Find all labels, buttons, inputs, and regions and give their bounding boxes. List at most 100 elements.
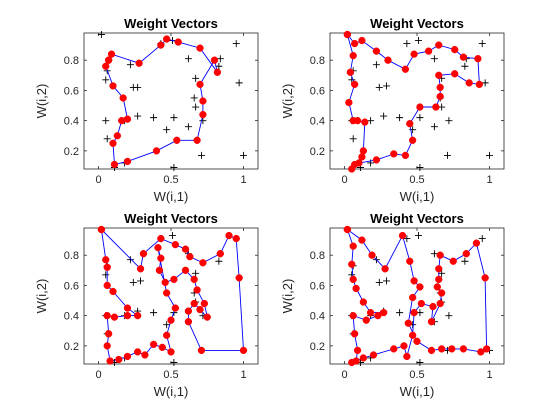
sample-point: [192, 74, 200, 82]
weight-node: [102, 256, 110, 264]
sample-point: [430, 55, 438, 63]
sample-point: [150, 309, 158, 317]
weight-node: [184, 318, 193, 326]
weight-node: [103, 281, 111, 290]
y-tick-label: 0.4: [310, 116, 325, 128]
weight-node: [103, 342, 111, 350]
weight-node: [136, 265, 145, 273]
weight-node: [410, 277, 418, 285]
weight-node: [216, 250, 224, 258]
weight-node: [171, 240, 180, 249]
weight-node: [152, 147, 161, 155]
weight-node: [368, 251, 376, 259]
weight-node: [436, 92, 444, 101]
weight-node: [134, 311, 142, 320]
weight-node: [401, 65, 410, 73]
weight-node: [105, 56, 113, 64]
x-tick-label: 0.5: [409, 369, 424, 381]
sample-point: [103, 135, 111, 143]
weight-node: [158, 343, 166, 352]
sample-point: [150, 114, 158, 122]
weight-node: [167, 316, 175, 324]
y-tick-label: 0.2: [64, 341, 79, 353]
weight-node: [155, 266, 164, 274]
weight-node: [374, 311, 382, 320]
weight-node: [110, 313, 119, 321]
y-tick-label: 0.8: [64, 55, 79, 67]
y-axis-label: W(i,2): [280, 84, 295, 119]
sample-point: [184, 123, 192, 131]
weight-node: [184, 307, 193, 315]
weight-node: [477, 348, 485, 356]
y-tick-label: 0.8: [310, 250, 325, 262]
sample-point: [215, 257, 223, 265]
weight-node: [433, 283, 441, 291]
weight-node: [232, 234, 240, 243]
weight-node: [199, 97, 207, 105]
weight-node: [381, 265, 389, 273]
weight-node: [118, 116, 126, 125]
weight-node: [109, 287, 117, 296]
sample-point: [190, 94, 198, 102]
sample-point: [416, 358, 424, 366]
weight-node: [416, 283, 424, 291]
y-tick-label: 0.8: [64, 250, 79, 262]
weight-node: [409, 331, 417, 339]
weight-node: [361, 118, 369, 126]
weight-node: [390, 150, 398, 158]
sample-point: [430, 250, 438, 258]
weight-node: [141, 351, 149, 359]
sample-point: [192, 103, 200, 111]
y-axis-label: W(i,2): [280, 279, 295, 314]
weight-node: [390, 345, 398, 353]
x-tick-label: 0.5: [163, 369, 178, 381]
sample-point: [102, 117, 110, 125]
x-tick-label: 0: [341, 369, 347, 381]
sample-point: [372, 61, 380, 69]
weight-node: [199, 259, 207, 267]
weight-node: [410, 308, 418, 317]
x-tick-label: 1: [240, 174, 246, 186]
sample-point: [134, 112, 142, 120]
subplot-1: 0 0.5 1 0.2 0.4 0.6 0.8 Weight Vectors W(i,1) W(i…: [34, 16, 259, 204]
weight-node: [474, 55, 482, 63]
sample-point: [102, 76, 110, 84]
weight-node: [345, 98, 353, 107]
weight-node: [429, 302, 437, 311]
x-tick-label: 0: [95, 174, 101, 186]
weight-node: [123, 311, 132, 320]
y-tick-label: 0.4: [64, 116, 79, 128]
sample-point: [481, 79, 489, 87]
weight-node: [436, 299, 444, 308]
weight-node: [163, 35, 171, 43]
weight-node: [435, 41, 443, 49]
weight-node: [346, 68, 354, 76]
weight-node: [369, 351, 378, 359]
weight-node: [210, 56, 219, 64]
sample-point: [102, 271, 110, 279]
weight-node: [154, 243, 162, 252]
sample-point: [216, 55, 224, 63]
subplot-3: 0 0.5 1 0.2 0.4 0.6 0.8 Weight Vectors W(i,1) W(i…: [34, 211, 259, 399]
sample-point: [192, 269, 200, 277]
weight-node: [107, 50, 116, 58]
weight-node: [438, 289, 446, 297]
sample-point: [375, 83, 383, 91]
weight-node: [213, 68, 222, 76]
weight-node: [197, 346, 206, 355]
weight-node: [103, 311, 111, 320]
sample-point: [163, 126, 171, 134]
weight-node: [465, 79, 473, 87]
x-axis-label: W(i,1): [154, 384, 189, 399]
sample-point: [170, 358, 178, 366]
chart-title: Weight Vectors: [370, 16, 464, 31]
weight-node: [190, 299, 198, 308]
y-tick-label: 0.6: [64, 85, 79, 97]
weight-node: [432, 103, 440, 111]
weight-node: [157, 254, 165, 262]
weight-node: [410, 50, 418, 58]
weight-node: [435, 71, 443, 79]
sample-point: [367, 117, 375, 125]
sample-point: [478, 40, 486, 48]
